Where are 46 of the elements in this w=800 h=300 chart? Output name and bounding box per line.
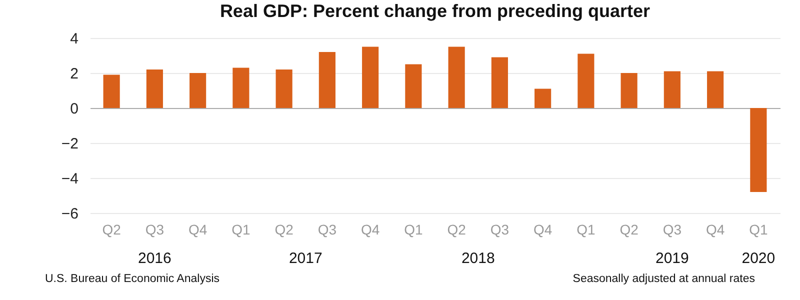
text: U.S. Bureau of Economic Analysis [45, 273, 220, 285]
bar [620, 73, 638, 108]
bar [491, 57, 508, 108]
x-tick-label: Q1 [749, 222, 768, 238]
bar [664, 71, 680, 108]
x-tick-label: Q2 [274, 222, 294, 238]
bar [534, 88, 552, 108]
y-tick-label: −4 [61, 170, 78, 188]
bar [232, 68, 250, 108]
text: Seasonally adjusted at annual rates [572, 273, 756, 285]
x-tick-label: Q2 [102, 222, 122, 238]
bar [707, 71, 724, 108]
x-tick-label: Q1 [232, 222, 250, 238]
text: 2018 [461, 250, 495, 267]
text: 2019 [656, 250, 689, 267]
x-tick-label: Q3 [318, 222, 337, 238]
y-tick-label: −6 [61, 206, 78, 222]
bar [405, 64, 422, 108]
bar [103, 74, 120, 108]
y-tick-label: −2 [61, 136, 78, 152]
bar [318, 52, 336, 108]
x-tick-label: Q4 [188, 222, 208, 238]
bar [750, 108, 767, 192]
text: 2016 [138, 250, 172, 267]
y-tick-label: 2 [70, 66, 78, 82]
x-tick-label: Q3 [490, 222, 510, 238]
x-tick-label: Q4 [706, 222, 725, 238]
x-tick-label: Q2 [620, 222, 639, 238]
x-tick-label: Q4 [533, 222, 552, 238]
bar [276, 70, 292, 108]
y-tick-label: 4 [70, 30, 78, 48]
y-tick-label: 0 [70, 100, 78, 118]
x-tick-label: Q4 [360, 222, 380, 238]
x-tick-label: Q2 [447, 222, 466, 238]
bar [448, 46, 465, 108]
text: 2020 [742, 250, 776, 267]
text: 2017 [288, 250, 322, 267]
x-tick-label: Q1 [576, 222, 596, 238]
bar [146, 70, 163, 108]
bar [362, 46, 379, 108]
x-tick-label: Q3 [662, 222, 682, 238]
chart-title: Real GDP: Percent change from preceding quarter [220, 1, 650, 21]
bar [190, 73, 206, 108]
x-tick-label: Q3 [145, 222, 164, 238]
x-tick-label: Q1 [404, 222, 423, 238]
bar [578, 54, 594, 108]
